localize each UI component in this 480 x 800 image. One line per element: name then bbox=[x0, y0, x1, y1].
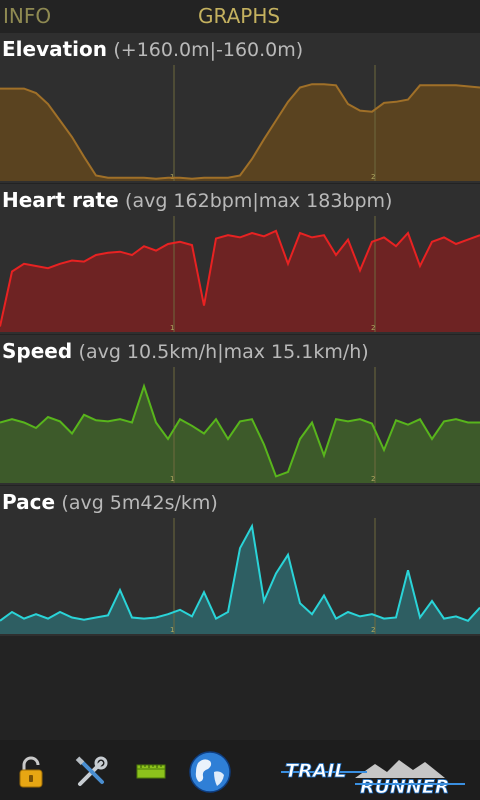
graph-area bbox=[0, 386, 480, 483]
speed-title: Speed (avg 10.5km/h|max 15.1km/h) bbox=[2, 339, 369, 363]
tab-info[interactable]: INFO bbox=[3, 4, 52, 28]
graph-name: Heart rate bbox=[2, 188, 119, 212]
pace-title: Pace (avg 5m42s/km) bbox=[2, 490, 218, 514]
km-marker-label: 2 bbox=[371, 173, 375, 181]
graph-line bbox=[0, 83, 480, 180]
elevation-title: Elevation (+160.0m|-160.0m) bbox=[2, 37, 303, 61]
km-marker-label: 2 bbox=[371, 324, 375, 332]
padlock-icon[interactable] bbox=[14, 755, 48, 789]
graph-area bbox=[0, 526, 480, 634]
km-marker-label: 1 bbox=[170, 324, 174, 332]
km-marker-label: 2 bbox=[371, 475, 375, 483]
graph-name: Elevation bbox=[2, 37, 108, 61]
graph-line bbox=[0, 523, 480, 622]
km-marker-label: 2 bbox=[371, 626, 375, 634]
graph-stats: (avg 5m42s/km) bbox=[61, 492, 218, 514]
km-marker-label: 1 bbox=[170, 626, 174, 634]
graph-name: Pace bbox=[2, 490, 56, 514]
graph-line bbox=[0, 383, 480, 478]
ruler-icon[interactable] bbox=[134, 755, 168, 789]
heart-rate-title: Heart rate (avg 162bpm|max 183bpm) bbox=[2, 188, 392, 212]
graph-area bbox=[0, 230, 480, 332]
logo-line2: RUNNER bbox=[360, 776, 449, 796]
tab-graphs[interactable]: GRAPHS bbox=[198, 4, 281, 28]
graph-stats: (+160.0m|-160.0m) bbox=[113, 39, 304, 61]
graph-area bbox=[0, 84, 480, 181]
graph-stats: (avg 10.5km/h|max 15.1km/h) bbox=[78, 341, 369, 363]
trail-runner-logo: TRAIL RUNNER bbox=[281, 760, 465, 796]
logo-line1: TRAIL bbox=[285, 760, 346, 782]
km-marker-label: 1 bbox=[170, 475, 174, 483]
tab-bar: INFO GRAPHS bbox=[0, 0, 480, 33]
graph-line bbox=[0, 229, 480, 327]
tools-icon[interactable] bbox=[74, 755, 108, 789]
graph-name: Speed bbox=[2, 339, 73, 363]
graph-stats: (avg 162bpm|max 183bpm) bbox=[125, 190, 393, 212]
globe-icon[interactable] bbox=[188, 750, 232, 794]
